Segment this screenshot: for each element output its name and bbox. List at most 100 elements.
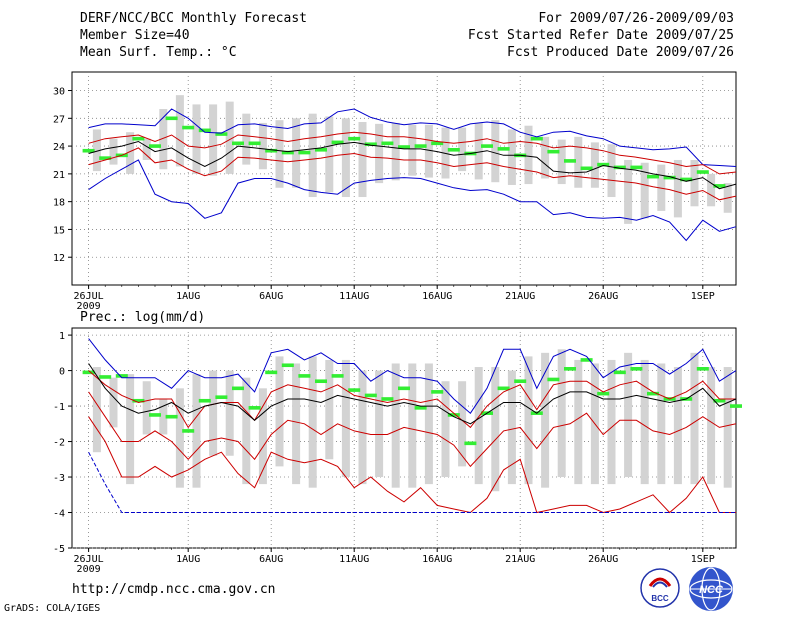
temp-median-mark — [182, 125, 195, 130]
temp-median-mark — [398, 145, 410, 149]
precip-median-mark — [132, 398, 145, 403]
precip-spread-box — [507, 370, 516, 485]
temp-spread-box — [325, 116, 334, 193]
temp-spread-box — [308, 113, 317, 198]
temp-median-mark — [248, 141, 261, 146]
precip-median-mark — [514, 379, 527, 384]
precip-spread-box — [657, 363, 666, 485]
header-left: DERF/NCC/BCC Monthly Forecast Member Siz… — [80, 10, 307, 61]
precip-y-tick-label: -3 — [53, 473, 65, 484]
temp-median-mark — [547, 149, 560, 154]
precip-median-mark — [564, 367, 576, 371]
temp-median-mark — [431, 141, 444, 146]
precip-series-mean-sd — [88, 370, 736, 429]
temp-y-tick-label: 30 — [53, 87, 65, 98]
precip-median-mark — [696, 367, 709, 371]
temp-y-tick-label: 21 — [53, 170, 65, 181]
precip-median-mark — [431, 390, 444, 394]
precip-spread-box — [458, 381, 467, 467]
temp-y-tick-label: 24 — [53, 142, 65, 153]
precip-spread-box — [391, 363, 400, 488]
precip-spread-box — [192, 374, 201, 488]
temp-median-mark — [315, 147, 327, 152]
temp-median-mark — [663, 175, 676, 180]
temp-median-mark — [82, 148, 95, 153]
temp-median-mark — [198, 128, 211, 133]
member-size: Member Size=40 — [80, 28, 190, 43]
precip-median-mark — [647, 391, 659, 396]
precip-x-tick-label: 1SEP — [691, 554, 715, 565]
temp-spread-box — [458, 127, 467, 172]
precip-median-mark — [713, 398, 726, 403]
precip-spread-box — [92, 367, 101, 453]
precip-spread-box — [408, 363, 417, 488]
precip-spread-box — [159, 398, 168, 435]
precip-x-year-label: 2009 — [77, 564, 101, 575]
precip-series-ensemble-lower — [88, 416, 736, 514]
precip-median-mark — [165, 414, 178, 419]
temp-x-tick-label: 6AUG — [259, 291, 283, 302]
temp-spread-box — [258, 122, 267, 170]
temp-median-mark — [597, 162, 610, 167]
temp-y-tick-label: 27 — [53, 114, 65, 125]
ncc-logo: NCC — [689, 567, 733, 611]
temp-x-tick-label: 1AUG — [176, 291, 200, 302]
precip-spread-box — [308, 356, 317, 488]
precip-spread-box — [275, 356, 284, 467]
temp-spread-box — [574, 136, 583, 188]
precip-median-mark — [398, 386, 410, 391]
precip-series-ensemble-mean — [88, 363, 737, 425]
temp-spread-box — [391, 122, 400, 181]
precip-median-mark — [497, 386, 510, 391]
source-url[interactable]: http://cmdp.ncc.cma.gov.cn — [72, 582, 276, 597]
precip-spread-box — [258, 388, 267, 485]
temp-spread-box — [225, 101, 234, 174]
temp-spread-box — [375, 123, 384, 184]
temp-median-mark — [696, 170, 709, 174]
temp-spread-box — [541, 136, 550, 179]
precip-spread-box — [441, 381, 450, 478]
temp-median-mark — [298, 150, 311, 155]
precip-median-mark — [630, 367, 643, 371]
temp-spread-box — [109, 138, 118, 165]
precip-spread-box — [541, 352, 550, 488]
precip-x-tick-label: 6AUG — [259, 554, 283, 565]
temp-median-mark — [331, 140, 344, 145]
precip-spread-box — [557, 349, 566, 478]
temp-spread-box — [590, 142, 599, 188]
precip-median-mark — [215, 395, 228, 399]
temp-median-mark — [481, 144, 493, 148]
precip-y-tick-label: -2 — [53, 438, 65, 449]
temp-spread-box — [690, 159, 699, 207]
precip-x-tick-label: 26JUL — [74, 554, 104, 565]
temp-median-mark — [364, 142, 377, 147]
temp-spread-box — [673, 159, 682, 218]
bcc-logo-text: BCC — [651, 594, 669, 603]
temp-spread-box — [242, 113, 251, 165]
temp-median-mark — [630, 165, 643, 170]
precip-x-tick-label: 16AUG — [422, 554, 452, 565]
precip-y-tick-label: -1 — [53, 402, 65, 413]
precip-median-mark — [364, 393, 377, 398]
precip-median-mark — [248, 406, 261, 410]
precip-median-mark — [331, 374, 344, 378]
precip-median-mark — [730, 404, 742, 408]
precip-spread-box — [491, 367, 500, 492]
precip-spread-box — [142, 381, 151, 435]
precip-median-mark — [198, 398, 211, 403]
temp-spread-box — [341, 118, 350, 198]
variable-label: Mean Surf. Temp.: °C — [80, 45, 237, 60]
temp-spread-box — [175, 95, 184, 167]
temp-median-mark — [530, 136, 543, 141]
precip-median-mark — [232, 386, 244, 391]
temp-spread-box — [507, 129, 516, 185]
precip-x-tick-label: 1AUG — [176, 554, 200, 565]
temp-median-mark — [580, 166, 593, 171]
temp-median-mark — [447, 147, 460, 152]
precip-median-mark — [99, 375, 112, 379]
temp-median-mark — [149, 144, 161, 148]
produced-date: Fcst Produced Date 2009/07/26 — [507, 45, 734, 60]
precip-spread-box — [209, 370, 218, 456]
precip-spread-box — [109, 377, 118, 428]
precip-series-mean-sd — [88, 391, 737, 468]
